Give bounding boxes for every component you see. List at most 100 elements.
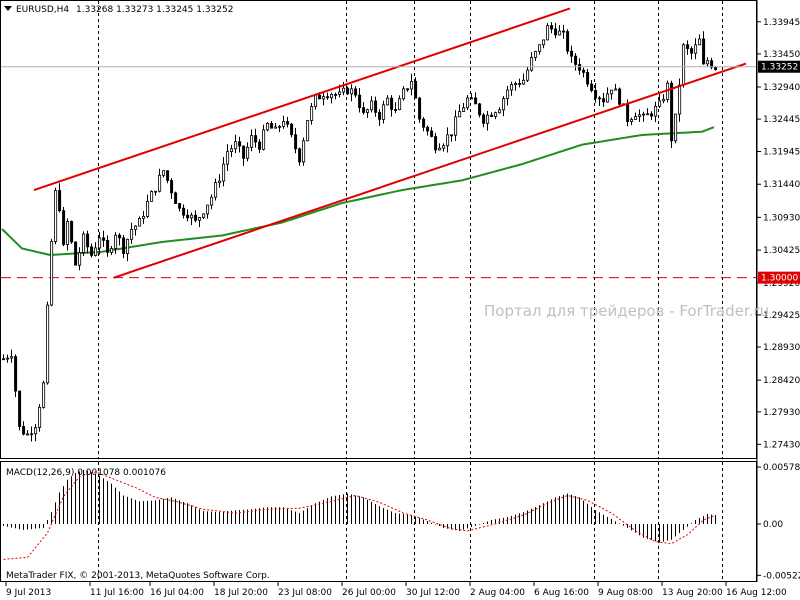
candle-body	[686, 44, 690, 49]
candle-body	[190, 214, 194, 219]
candle-body	[682, 44, 686, 86]
candle-body	[574, 55, 578, 65]
candle-body	[330, 94, 334, 99]
macd-pane[interactable]	[0, 461, 757, 582]
time-tick-label: 6 Aug 16:00	[534, 588, 589, 598]
candle-body	[226, 151, 230, 165]
candle-body	[278, 125, 282, 128]
candle-body	[418, 97, 422, 120]
candle-body	[2, 358, 6, 361]
candle-body	[98, 237, 102, 249]
candle-body	[390, 97, 394, 110]
candle-body	[354, 88, 358, 96]
candle-body	[526, 69, 530, 81]
candle-body	[370, 100, 374, 111]
candle-body	[194, 214, 198, 221]
price-tick-label: 1.33450	[763, 50, 800, 60]
candle-body	[286, 121, 290, 125]
level-price-box	[758, 271, 800, 284]
candle-body	[518, 83, 522, 85]
time-tick-label: 16 Jul 04:00	[150, 588, 204, 598]
candle-body	[510, 84, 514, 91]
candle-body	[10, 356, 14, 359]
price-tick-label: 1.33945	[763, 18, 800, 28]
candle-body	[162, 170, 166, 176]
candle-body	[6, 357, 10, 360]
candle-body	[426, 126, 430, 132]
candle-body	[650, 113, 654, 117]
price-tick-label: 1.30930	[763, 213, 800, 223]
candle-body	[86, 233, 90, 248]
candle-body	[134, 225, 138, 230]
candle-body	[178, 203, 182, 209]
candle-body	[50, 241, 54, 306]
candle-body	[266, 122, 270, 131]
candle-body	[606, 93, 610, 103]
candle-body	[482, 114, 486, 124]
candle-body	[282, 121, 286, 127]
candle-body	[434, 136, 438, 151]
candle-body	[582, 69, 586, 73]
candle-body	[242, 145, 246, 159]
candle-body	[558, 30, 562, 36]
candle-body	[206, 204, 210, 215]
candle-body	[642, 113, 646, 116]
candle-body	[486, 114, 490, 124]
candle-body	[430, 130, 434, 137]
price-tick-label: 1.28420	[763, 376, 800, 386]
price-pane[interactable]	[0, 0, 757, 459]
candle-body	[414, 81, 418, 99]
candle-body	[410, 81, 414, 90]
price-tick-label: 1.32445	[763, 115, 800, 125]
copyright-text: MetaTrader FIX, © 2001-2013, MetaQuotes …	[6, 571, 270, 581]
candle-body	[26, 433, 30, 436]
candle-body	[690, 48, 694, 54]
candle-body	[714, 66, 718, 70]
candle-body	[706, 60, 710, 65]
time-tick-label: 9 Aug 08:00	[598, 588, 653, 598]
candle-body	[270, 122, 274, 129]
candle-body	[586, 72, 590, 85]
macd-signal-path	[3, 471, 716, 560]
trend-channel[interactable]	[33, 7, 747, 279]
candle-body	[350, 88, 354, 95]
candle-body	[294, 134, 298, 150]
candle-body	[670, 82, 674, 142]
candle-body	[422, 118, 426, 128]
channel-line	[33, 7, 571, 192]
candle-body	[570, 50, 574, 57]
candle-body	[322, 96, 326, 100]
chevron-down-icon[interactable]	[4, 6, 12, 11]
candle-body	[506, 89, 510, 99]
candle-body	[102, 237, 106, 241]
current-price-box	[758, 60, 800, 73]
candle-body	[450, 134, 454, 137]
candle-body	[342, 87, 346, 93]
candle-body	[30, 433, 34, 436]
candle-body	[74, 241, 78, 266]
time-tick-label: 11 Jul 16:00	[90, 588, 144, 598]
time-tick-label: 13 Aug 20:00	[662, 588, 723, 598]
candle-body	[22, 426, 26, 435]
candle-body	[346, 87, 350, 95]
candle-body	[78, 252, 82, 266]
candle-body	[618, 88, 622, 105]
candle-body	[478, 103, 482, 116]
candle-body	[122, 237, 126, 254]
candle-body	[338, 91, 342, 95]
candle-body	[314, 94, 318, 107]
candle-body	[502, 98, 506, 111]
level-price-label: 1.30000	[761, 274, 798, 284]
candle-body	[218, 180, 222, 184]
candle-body	[238, 141, 242, 147]
candle-body	[386, 97, 390, 106]
candle-body	[678, 84, 682, 115]
macd-tick-label: 0.00	[763, 520, 783, 530]
candle-body	[82, 233, 86, 254]
candle-body	[630, 119, 634, 122]
candle-body	[302, 140, 306, 163]
candle-body	[394, 109, 398, 111]
candle-body	[358, 94, 362, 109]
price-tick-label: 1.28930	[763, 343, 800, 353]
